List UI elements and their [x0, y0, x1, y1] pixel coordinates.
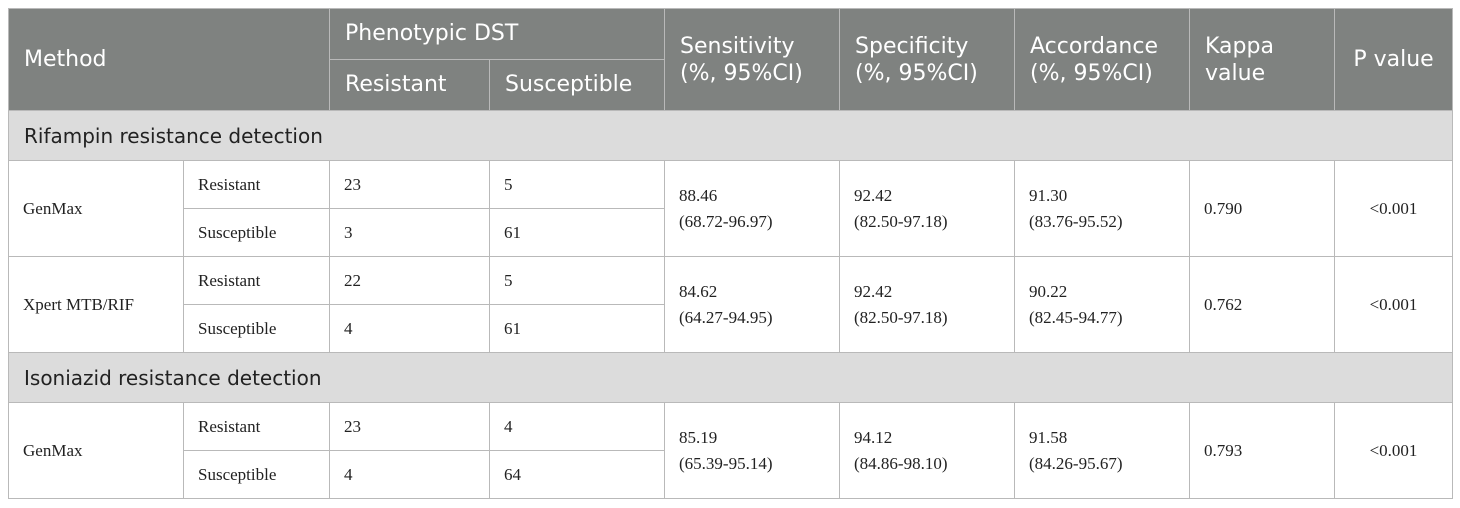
susceptible-count: 5 [489, 256, 666, 305]
susceptible-count: 5 [489, 160, 666, 209]
table-header: Method Phenotypic DST Sensitivity (%, 95%… [7, 8, 1454, 111]
kappa-value: 0.793 [1189, 402, 1336, 499]
sensitivity-cell: 88.46 (68.72-96.97) [664, 160, 841, 257]
section-title: Rifampin resistance detection [7, 110, 1454, 161]
resistant-count: 3 [329, 208, 491, 257]
results-table: Method Phenotypic DST Sensitivity (%, 95%… [7, 8, 1454, 499]
table-row: Susceptible 3 61 [9, 208, 1453, 257]
header-method: Method [7, 8, 331, 111]
sensitivity-cell: 85.19 (65.39-95.14) [664, 402, 841, 499]
table-body: Rifampin resistance detection GenMax Resis… [7, 110, 1454, 499]
susceptible-count: 61 [489, 208, 666, 257]
sensitivity-cell: 84.62 (64.27-94.95) [664, 256, 841, 353]
header-sensitivity: Sensitivity (%, 95%CI) [664, 8, 841, 111]
section-row: Rifampin resistance detection [7, 110, 1454, 161]
table-row: Xpert MTB/RIF Resistant 22 5 84.62 (64.27-94.… [8, 256, 1454, 353]
accordance-cell: 91.58 (84.26-95.67) [1014, 402, 1191, 499]
section-title: Isoniazid resistance detection [7, 352, 1454, 403]
method-name: GenMax [8, 160, 184, 257]
kappa-value: 0.790 [1189, 160, 1336, 257]
p-value: <0.001 [1334, 402, 1454, 499]
row-label: Susceptible [182, 304, 331, 353]
specificity-cell: 92.42 (82.50-97.18) [839, 160, 1016, 257]
specificity-cell: 94.12 (84.86-98.10) [839, 402, 1016, 499]
p-value: <0.001 [1334, 256, 1454, 353]
susceptible-count: 64 [489, 450, 666, 499]
resistant-count: 23 [329, 160, 491, 209]
method-name: Xpert MTB/RIF [8, 256, 184, 353]
header-specificity: Specificity (%, 95%CI) [839, 8, 1016, 111]
header-susceptible: Susceptible [489, 59, 666, 111]
resistant-count: 4 [329, 450, 491, 499]
table-row: Susceptible 4 64 [9, 450, 1453, 499]
table-row: GenMax Resistant 23 5 88.46 (68.72-96.97) 92.4… [8, 160, 1454, 257]
row-label: Resistant [182, 402, 331, 451]
resistant-count: 4 [329, 304, 491, 353]
table-row: GenMax Resistant 23 4 85.19 (65.39-95.14) 94.1… [8, 402, 1454, 499]
accordance-cell: 90.22 (82.45-94.77) [1014, 256, 1191, 353]
header-phenotypic-dst: Phenotypic DST [329, 8, 666, 60]
row-label: Resistant [182, 256, 331, 305]
table-row: Susceptible 4 61 [9, 304, 1453, 353]
susceptible-count: 61 [489, 304, 666, 353]
p-value: <0.001 [1334, 160, 1454, 257]
resistant-count: 23 [329, 402, 491, 451]
specificity-cell: 92.42 (82.50-97.18) [839, 256, 1016, 353]
header-accordance: Accordance (%, 95%CI) [1014, 8, 1191, 111]
accordance-cell: 91.30 (83.76-95.52) [1014, 160, 1191, 257]
row-label: Susceptible [182, 208, 331, 257]
header-resistant: Resistant [329, 59, 491, 111]
section-row: Isoniazid resistance detection [7, 352, 1454, 403]
header-kappa: Kappa value [1189, 8, 1336, 111]
row-label: Susceptible [182, 450, 331, 499]
row-label: Resistant [182, 160, 331, 209]
kappa-value: 0.762 [1189, 256, 1336, 353]
header-p-value: P value [1334, 8, 1454, 111]
resistant-count: 22 [329, 256, 491, 305]
method-name: GenMax [8, 402, 184, 499]
susceptible-count: 4 [489, 402, 666, 451]
